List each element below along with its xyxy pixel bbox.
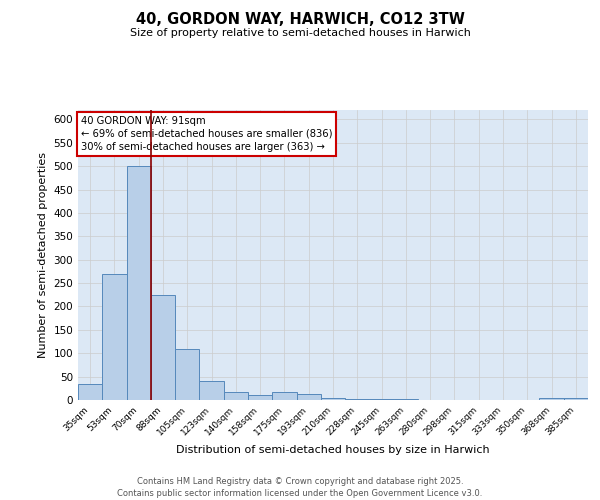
Bar [296,394,321,400]
Bar [564,398,588,400]
Bar [321,398,345,400]
Bar [248,396,272,400]
Bar [78,384,102,400]
Y-axis label: Number of semi-detached properties: Number of semi-detached properties [38,152,48,358]
Bar [151,295,175,400]
Text: 40, GORDON WAY, HARWICH, CO12 3TW: 40, GORDON WAY, HARWICH, CO12 3TW [136,12,464,28]
Text: 40 GORDON WAY: 91sqm
← 69% of semi-detached houses are smaller (836)
30% of semi: 40 GORDON WAY: 91sqm ← 69% of semi-detac… [80,116,332,152]
Bar [539,398,564,400]
X-axis label: Distribution of semi-detached houses by size in Harwich: Distribution of semi-detached houses by … [176,446,490,456]
Bar [394,398,418,400]
Bar [224,392,248,400]
Bar [199,382,224,400]
Bar [127,166,151,400]
Text: Contains HM Land Registry data © Crown copyright and database right 2025.
Contai: Contains HM Land Registry data © Crown c… [118,476,482,498]
Bar [272,392,296,400]
Bar [370,398,394,400]
Bar [102,274,127,400]
Bar [175,348,199,400]
Bar [345,398,370,400]
Text: Size of property relative to semi-detached houses in Harwich: Size of property relative to semi-detach… [130,28,470,38]
